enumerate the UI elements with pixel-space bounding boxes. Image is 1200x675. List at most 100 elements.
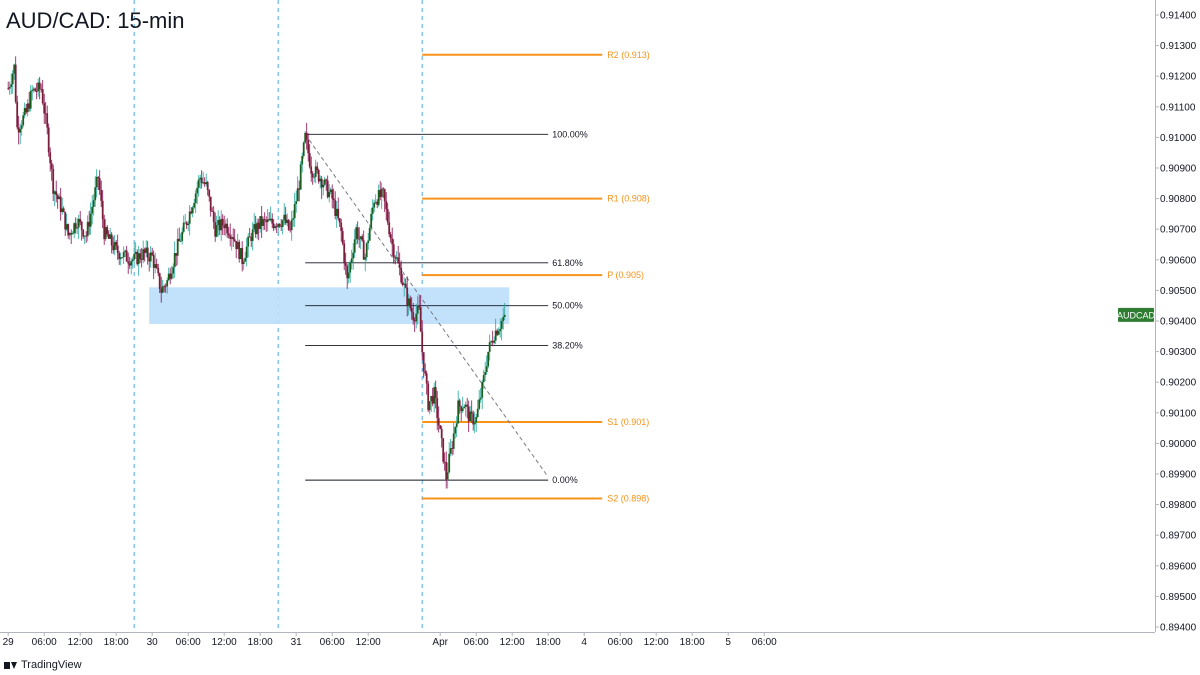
pivot-level-label: S1 (0.901): [607, 417, 649, 427]
price-tick-label: 0.89600: [1160, 561, 1197, 572]
time-axis[interactable]: 29 06:00 12:00 18:00 30 06:00 12:00 18:00 31 06:0…: [0, 632, 1155, 648]
chart-title: AUD/CAD: 15-min: [6, 8, 185, 33]
candle-body: [211, 211, 214, 212]
candle-body: [275, 226, 278, 228]
time-tick-label: 12:00: [212, 637, 237, 648]
candle-body: [185, 222, 188, 226]
fib-level-label: 38.20%: [552, 340, 583, 350]
candle-body: [98, 178, 101, 191]
candle-body: [254, 224, 257, 235]
candle-body: [409, 298, 412, 308]
time-tick-label: 06:00: [608, 637, 633, 648]
candle-body: [215, 225, 218, 237]
time-tick-label: 12:00: [356, 637, 381, 648]
candle-body: [382, 188, 385, 190]
candle-body: [281, 220, 284, 227]
candle-body: [16, 101, 19, 128]
candle-body: [145, 247, 148, 253]
candle-body: [241, 248, 244, 264]
candle-body: [130, 261, 133, 266]
candle-body: [188, 211, 191, 224]
candle-body: [193, 202, 196, 208]
candle-body: [128, 263, 131, 266]
candle-body: [209, 196, 212, 212]
price-tick-label: 0.90400: [1160, 317, 1197, 328]
candle-body: [490, 341, 493, 342]
candle-body: [271, 218, 274, 224]
candle-body: [86, 221, 89, 237]
price-tick-label: 0.90700: [1160, 225, 1197, 236]
candle-body: [433, 387, 436, 404]
candle-body: [373, 202, 376, 208]
candle-body: [272, 223, 275, 229]
candle-body: [133, 253, 136, 260]
candle-body: [143, 249, 146, 253]
candle-body: [161, 286, 164, 293]
candle-body: [437, 418, 440, 426]
candle-body: [494, 330, 497, 341]
candle-body: [458, 400, 461, 407]
candle-body: [428, 401, 431, 411]
candle-body: [361, 236, 364, 241]
candlesticks: [7, 56, 506, 489]
candle-body: [232, 237, 235, 240]
candle-body: [502, 316, 505, 321]
candle-body: [388, 222, 391, 235]
candle-body: [46, 113, 49, 128]
candle-body: [499, 328, 502, 332]
candle-body: [73, 223, 76, 234]
candle-body: [217, 220, 220, 226]
time-tick-label: 18:00: [104, 637, 129, 648]
candle-body: [56, 195, 59, 200]
candle-body: [101, 200, 104, 220]
candle-body: [391, 238, 394, 245]
candle-body: [181, 231, 184, 241]
candle-body: [289, 229, 292, 231]
candle-body: [368, 227, 371, 241]
candle-body: [142, 249, 145, 260]
candle-body: [266, 219, 269, 223]
candle-body: [67, 224, 70, 236]
candle-body: [355, 227, 358, 240]
candle-body: [28, 103, 31, 109]
candle-body: [280, 226, 283, 227]
candle-body: [422, 352, 425, 372]
candle-body: [238, 241, 241, 260]
candle-body: [463, 406, 466, 409]
candle-body: [311, 173, 314, 178]
time-tick-label: 06:00: [176, 637, 201, 648]
candle-body: [103, 219, 106, 240]
candle-body: [17, 127, 20, 133]
candle-body: [14, 64, 17, 102]
pivot-level-label: P (0.905): [607, 270, 644, 280]
candle-body: [149, 252, 152, 262]
time-tick-label: 31: [291, 637, 303, 648]
candle-body: [74, 223, 77, 229]
candle-body: [367, 240, 370, 244]
candle-body: [329, 189, 332, 193]
candle-body: [151, 252, 154, 256]
candle-body: [427, 383, 430, 411]
time-tick-label: 18:00: [680, 637, 705, 648]
candle-body: [359, 236, 362, 239]
fib-level-label: 50.00%: [552, 301, 583, 311]
candle-body: [169, 273, 172, 279]
candle-body: [394, 257, 397, 259]
candle-body: [353, 239, 356, 253]
candle-body: [476, 408, 479, 417]
price-axis[interactable]: 0.91400 0.91300 0.91200 0.91100 0.91000 0.909…: [1155, 0, 1197, 634]
candle-body: [364, 257, 367, 260]
candle-body: [298, 188, 301, 190]
candle-body: [445, 462, 448, 480]
candle-body: [176, 238, 179, 256]
candle-body: [274, 226, 277, 229]
candle-body: [320, 178, 323, 188]
time-tick-label: 12:00: [68, 637, 93, 648]
candle-body: [352, 252, 355, 259]
candle-body: [124, 250, 127, 253]
candle-body: [200, 177, 203, 184]
candle-body: [229, 235, 232, 239]
candle-body: [205, 182, 208, 185]
candle-body: [461, 408, 464, 412]
